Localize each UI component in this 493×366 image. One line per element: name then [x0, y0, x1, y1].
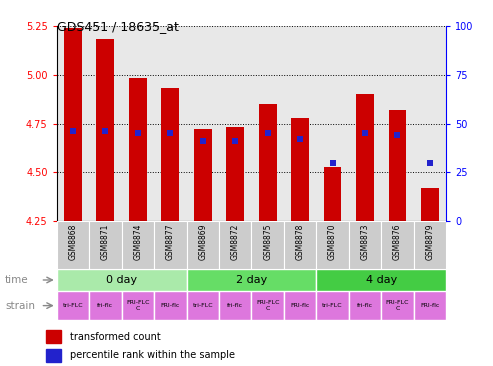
Bar	[154, 221, 186, 269]
Bar	[186, 291, 219, 320]
Text: tri-FLC: tri-FLC	[63, 303, 83, 308]
Bar	[219, 291, 251, 320]
Bar	[161, 88, 179, 221]
Bar	[317, 269, 446, 291]
Bar	[89, 291, 122, 320]
Text: FRI-flc: FRI-flc	[161, 303, 180, 308]
Bar	[251, 221, 284, 269]
Bar	[317, 221, 349, 269]
Bar	[97, 39, 114, 221]
Text: fri-flc: fri-flc	[357, 303, 373, 308]
Text: GSM8874: GSM8874	[133, 224, 142, 260]
Bar	[186, 221, 219, 269]
Text: 0 day: 0 day	[106, 275, 137, 285]
Text: GSM8878: GSM8878	[296, 224, 305, 260]
Bar	[317, 291, 349, 320]
Text: transformed count: transformed count	[70, 332, 161, 341]
Bar	[64, 27, 82, 221]
Text: time: time	[5, 275, 29, 285]
Bar	[226, 127, 244, 221]
Text: GSM8868: GSM8868	[69, 224, 77, 260]
Text: percentile rank within the sample: percentile rank within the sample	[70, 351, 235, 361]
Text: 2 day: 2 day	[236, 275, 267, 285]
Bar	[421, 188, 439, 221]
Text: FRI-FLC
C: FRI-FLC C	[386, 300, 409, 311]
Bar	[323, 167, 342, 221]
Text: GSM8870: GSM8870	[328, 224, 337, 260]
Text: fri-flc: fri-flc	[227, 303, 243, 308]
Bar	[219, 221, 251, 269]
Text: GSM8879: GSM8879	[425, 224, 434, 260]
Bar	[388, 110, 406, 221]
Bar	[57, 291, 89, 320]
Bar	[89, 221, 122, 269]
Bar	[349, 221, 381, 269]
Text: FRI-flc: FRI-flc	[290, 303, 310, 308]
Bar	[186, 269, 317, 291]
Text: GSM8875: GSM8875	[263, 224, 272, 260]
Bar	[349, 291, 381, 320]
Bar	[129, 78, 147, 221]
Text: strain: strain	[5, 301, 35, 311]
Text: tri-FLC: tri-FLC	[192, 303, 213, 308]
Bar	[381, 291, 414, 320]
Text: GSM8873: GSM8873	[360, 224, 370, 260]
Text: GSM8871: GSM8871	[101, 224, 110, 260]
Bar	[122, 221, 154, 269]
Bar	[122, 291, 154, 320]
Text: FRI-FLC
C: FRI-FLC C	[126, 300, 149, 311]
Bar	[259, 104, 277, 221]
Text: 4 day: 4 day	[366, 275, 397, 285]
Text: fri-flc: fri-flc	[97, 303, 113, 308]
Bar	[194, 130, 211, 221]
Text: GSM8876: GSM8876	[393, 224, 402, 260]
Bar	[414, 291, 446, 320]
Bar	[284, 291, 317, 320]
Bar	[356, 94, 374, 221]
Bar	[154, 291, 186, 320]
Text: FRI-flc: FRI-flc	[420, 303, 440, 308]
Text: GSM8872: GSM8872	[231, 224, 240, 260]
Bar	[251, 291, 284, 320]
Text: FRI-FLC
C: FRI-FLC C	[256, 300, 280, 311]
Bar	[57, 269, 186, 291]
Bar	[284, 221, 317, 269]
Text: GDS451 / 18635_at: GDS451 / 18635_at	[57, 20, 178, 33]
Text: GSM8877: GSM8877	[166, 224, 175, 260]
Bar	[46, 330, 61, 343]
Bar	[414, 221, 446, 269]
Bar	[46, 349, 61, 362]
Text: GSM8869: GSM8869	[198, 224, 207, 260]
Text: tri-FLC: tri-FLC	[322, 303, 343, 308]
Bar	[381, 221, 414, 269]
Bar	[57, 221, 89, 269]
Bar	[291, 117, 309, 221]
